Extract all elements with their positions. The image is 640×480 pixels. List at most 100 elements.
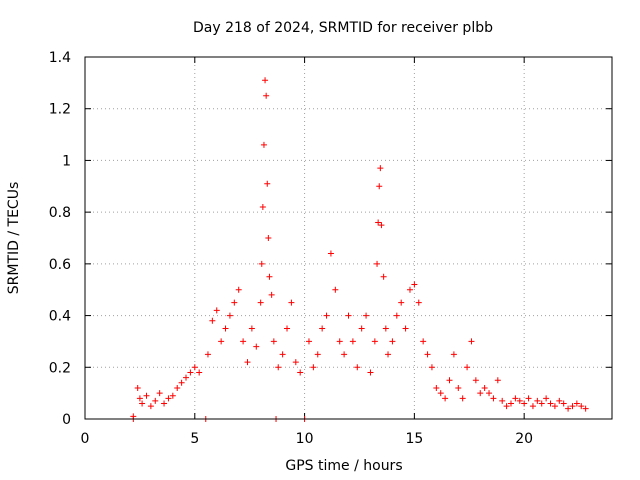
data-point	[477, 390, 484, 397]
data-point	[209, 317, 216, 324]
data-point	[327, 250, 334, 257]
tick-labels: 0 0.2 0.4 0.6 0.8 1 1.2 1.4 0 5 10 15 20	[49, 50, 533, 447]
x-tick-label: 0	[81, 431, 90, 447]
plot-frame	[84, 56, 613, 420]
data-point	[174, 384, 181, 391]
data-point	[270, 338, 277, 345]
data-point	[556, 397, 563, 404]
data-point	[265, 235, 272, 241]
data-point	[565, 405, 572, 412]
data-points	[130, 77, 589, 422]
y-tick-label: 1.4	[49, 50, 71, 66]
data-point	[240, 338, 247, 345]
data-point	[248, 325, 255, 332]
data-point	[376, 183, 383, 190]
data-point	[547, 400, 554, 407]
data-point	[543, 395, 550, 402]
y-tick-label: 0.4	[49, 309, 71, 325]
data-point	[450, 351, 457, 358]
data-point	[378, 222, 385, 229]
data-point	[323, 312, 330, 319]
data-point	[134, 384, 141, 391]
data-point	[314, 351, 321, 358]
data-point	[288, 299, 295, 306]
data-point	[446, 377, 453, 384]
data-point	[336, 338, 343, 345]
data-point	[499, 397, 506, 404]
data-point	[415, 299, 422, 306]
data-point	[382, 325, 389, 332]
data-point	[459, 395, 466, 402]
data-point	[204, 351, 211, 358]
data-point	[406, 286, 413, 293]
data-point	[266, 273, 273, 280]
data-point	[310, 364, 317, 371]
data-point	[358, 325, 365, 332]
data-point	[244, 359, 251, 366]
data-point	[560, 400, 567, 407]
data-point	[253, 343, 260, 350]
data-point	[279, 351, 286, 358]
data-point	[424, 351, 431, 358]
data-point	[178, 379, 185, 386]
data-point	[183, 374, 190, 381]
data-point	[573, 400, 580, 407]
data-point	[420, 338, 427, 345]
x-tick-label: 20	[515, 431, 533, 447]
data-point	[486, 390, 493, 397]
y-tick-label: 0.2	[49, 360, 71, 376]
data-point	[218, 338, 225, 345]
data-point	[521, 400, 528, 407]
data-point	[503, 403, 510, 410]
data-point	[578, 403, 585, 410]
data-point	[187, 369, 194, 376]
data-point	[464, 364, 471, 371]
y-tick-label: 0.6	[49, 257, 71, 273]
data-point	[393, 312, 400, 319]
chart-title: Day 218 of 2024, SRMTID for receiver plb…	[193, 20, 493, 36]
y-tick-label: 0.8	[49, 205, 71, 221]
data-point	[319, 325, 326, 332]
data-point	[169, 392, 176, 399]
data-point	[367, 369, 374, 376]
data-point	[389, 338, 396, 345]
data-point	[428, 364, 435, 371]
grid-lines	[85, 57, 612, 419]
data-point	[349, 338, 356, 345]
x-axis-title: GPS time / hours	[285, 458, 402, 474]
y-axis-title: SRMTID / TECUs	[6, 182, 22, 295]
data-point	[398, 299, 405, 306]
data-point	[490, 395, 497, 402]
data-point	[529, 403, 536, 410]
data-point	[472, 377, 479, 384]
data-point	[136, 395, 143, 402]
data-point	[345, 312, 352, 319]
data-point	[213, 307, 220, 314]
x-tick-label: 15	[405, 431, 423, 447]
x-tick-label: 10	[296, 431, 314, 447]
data-point	[525, 395, 532, 402]
data-point	[156, 390, 163, 397]
data-point	[258, 260, 265, 267]
data-point	[516, 397, 523, 404]
data-point	[147, 403, 154, 410]
data-point	[377, 165, 384, 172]
data-point	[582, 405, 589, 412]
data-point	[222, 325, 229, 332]
data-point	[494, 377, 501, 384]
data-point	[143, 392, 150, 399]
data-point	[534, 397, 541, 404]
data-point	[374, 260, 381, 267]
data-point	[165, 395, 172, 402]
data-point	[551, 403, 558, 410]
data-point	[139, 400, 146, 407]
data-point	[235, 286, 242, 293]
data-point	[507, 400, 514, 407]
data-point	[152, 397, 159, 404]
data-point	[226, 312, 233, 319]
data-point	[260, 141, 267, 148]
data-point	[341, 351, 348, 358]
data-point	[292, 359, 299, 366]
data-point	[305, 338, 312, 345]
